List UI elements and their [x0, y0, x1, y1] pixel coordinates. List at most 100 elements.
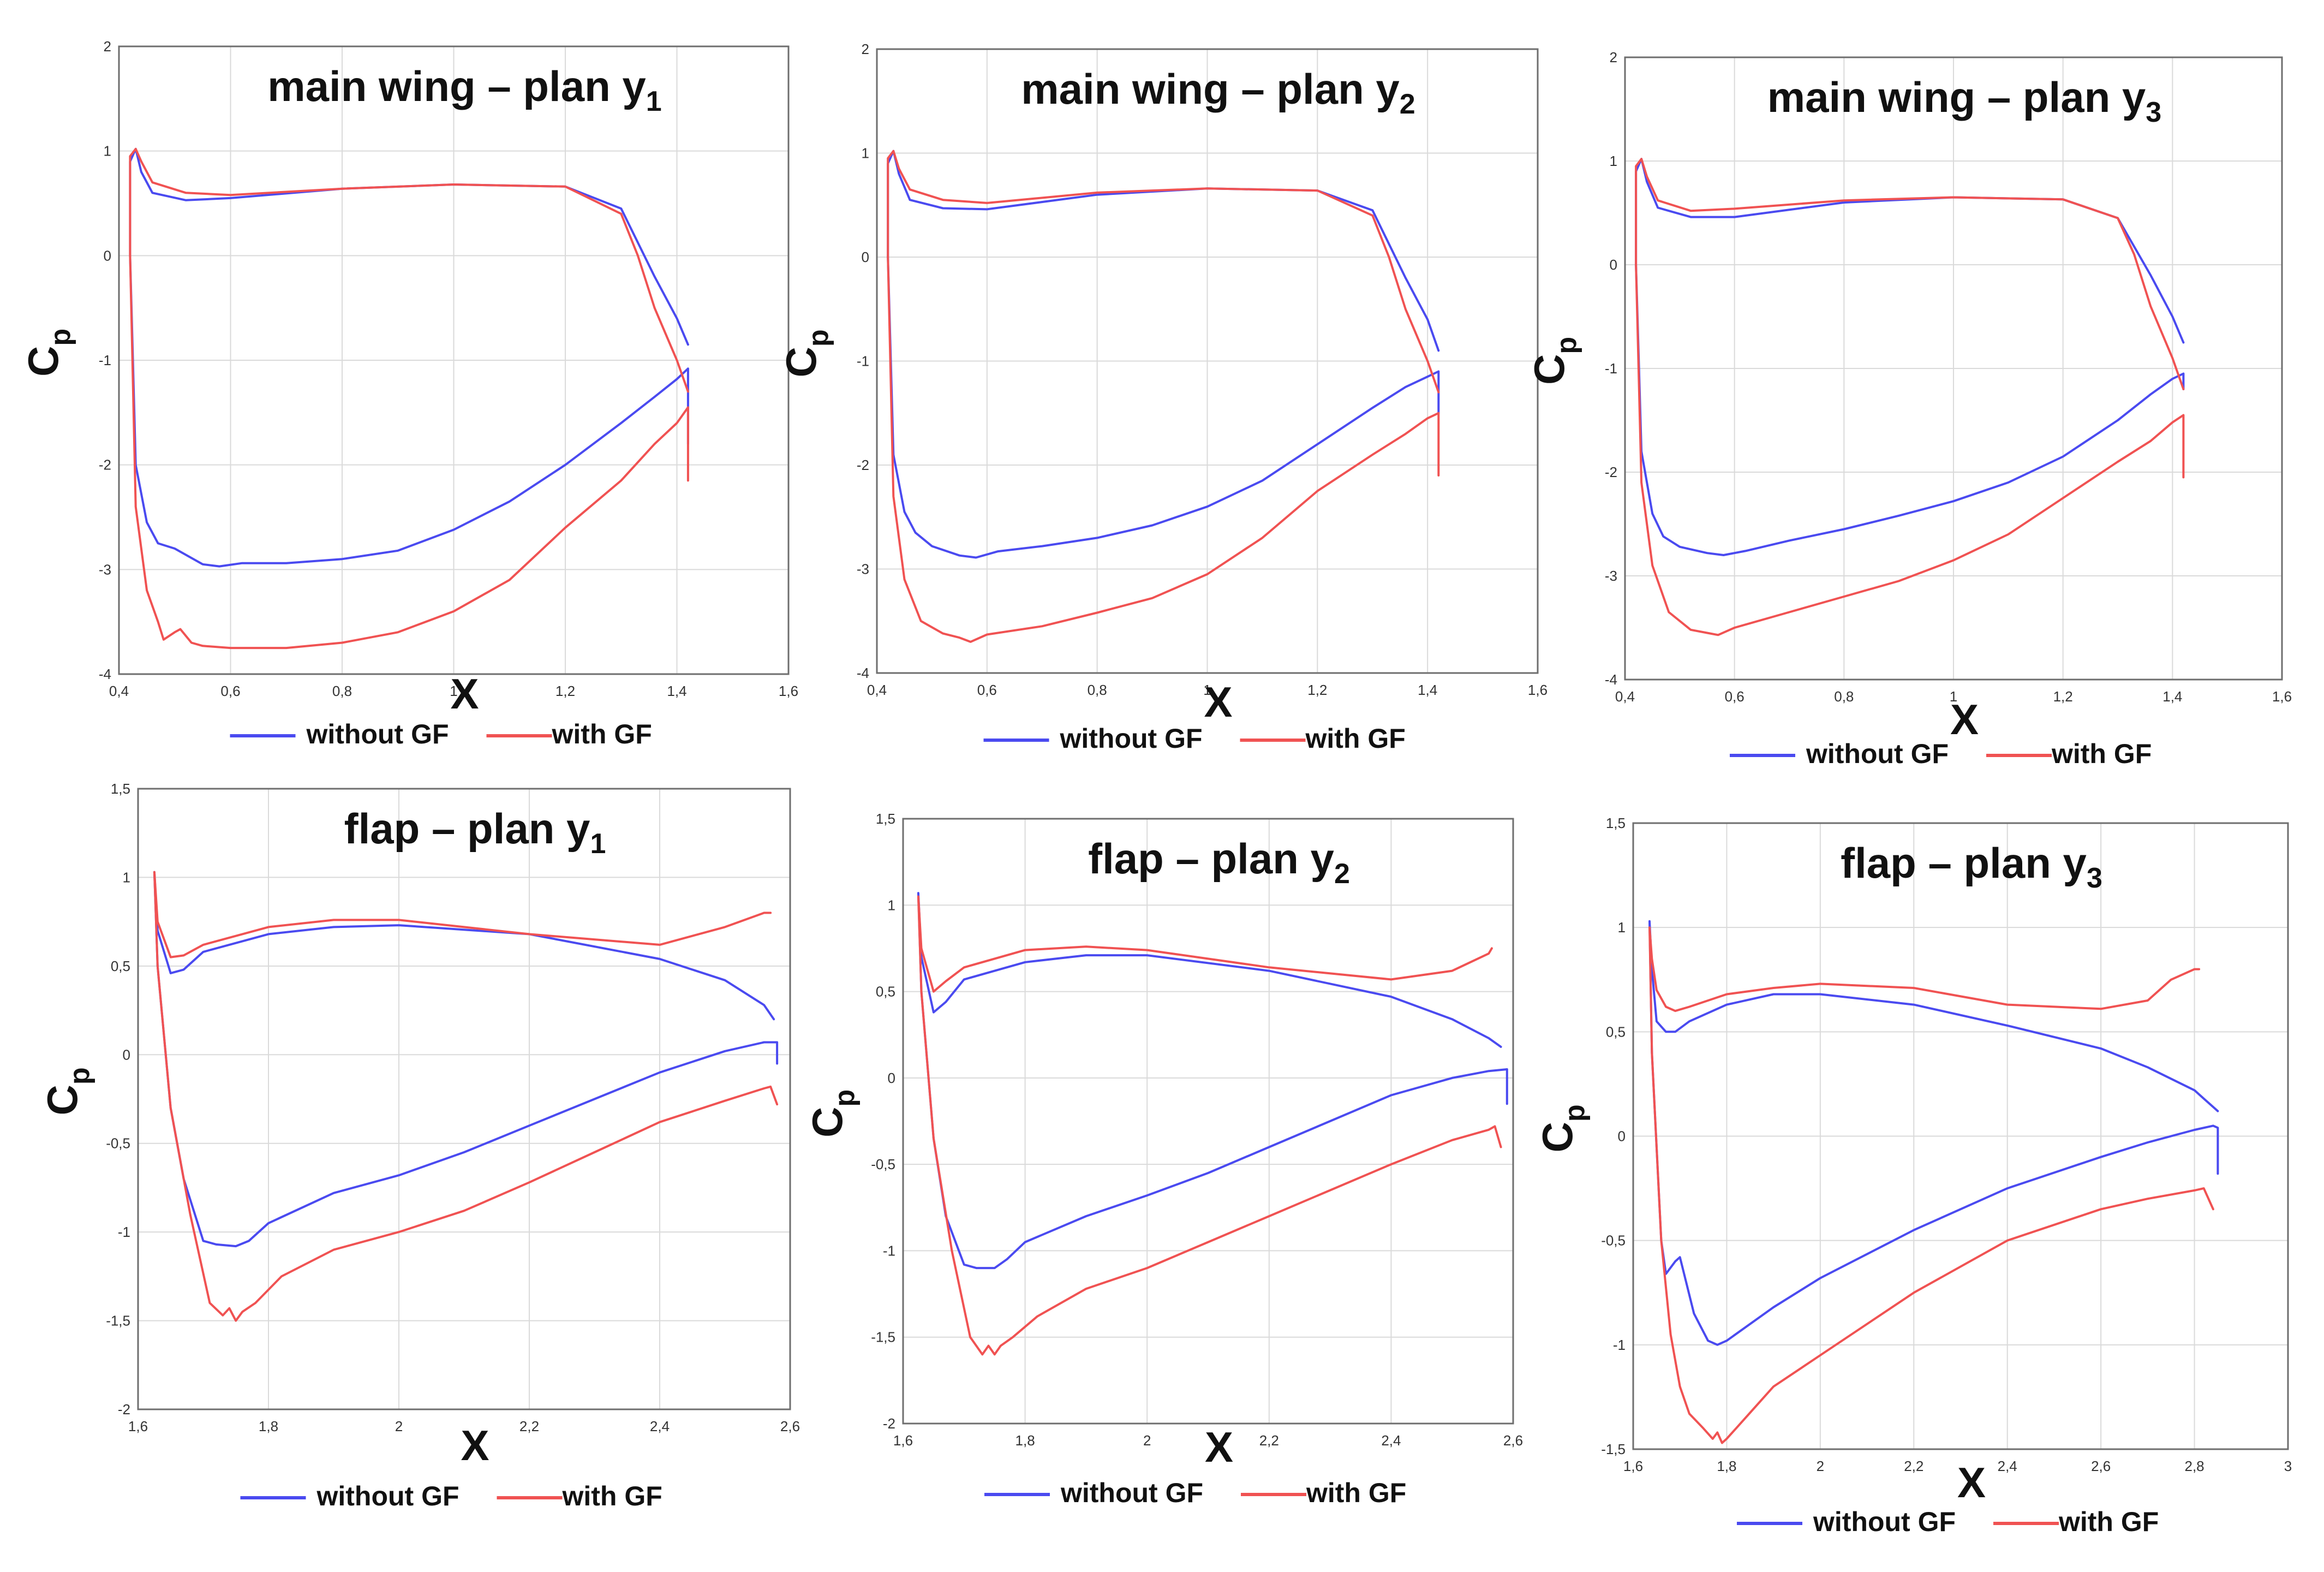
y-axis-label-text: C [1533, 1122, 1581, 1152]
x-tick-label: 1,6 [779, 683, 798, 699]
y-tick-label: -4 [1605, 671, 1617, 688]
y-tick-label: 1 [1618, 919, 1626, 936]
legend-label: with GF [1306, 1478, 1406, 1508]
y-tick-label: -2 [99, 457, 111, 473]
chart-title: main wing – plan y3 [1767, 73, 2161, 128]
chart-title: main wing – plan y2 [1021, 65, 1415, 120]
x-tick-label: 2,4 [1381, 1432, 1401, 1449]
y-tick-label: -4 [99, 666, 111, 682]
x-axis-label: X [1957, 1458, 1986, 1506]
series-line-with-gf [129, 147, 689, 650]
y-tick-label: 0 [123, 1046, 130, 1063]
x-tick-label: 1,2 [555, 683, 575, 699]
legend-label: with GF [1305, 723, 1406, 754]
x-axis-label: X [1204, 678, 1232, 726]
x-tick-label: 2,6 [2091, 1458, 2111, 1474]
y-tick-label: 0,5 [1606, 1023, 1626, 1040]
legend-label: with GF [562, 1481, 662, 1511]
y-tick-label: 0 [862, 249, 869, 265]
plot-frame [137, 788, 791, 1410]
y-tick-label: 1 [104, 143, 111, 159]
y-tick-label: 1 [123, 869, 130, 885]
y-axis-label-text: C [1525, 354, 1573, 385]
chart-panel-4: 1,6 1,8 2 2,2 2,4 2,6 1,5 1 0,5 0 -0,5 -1 -1,5 -2 flap… [38, 781, 800, 1511]
x-tick-label: 0,6 [1725, 688, 1745, 705]
x-tick-label: 2 [1143, 1432, 1151, 1449]
y-tick-label: 0,5 [111, 958, 130, 974]
y-tick-label: 1 [1610, 153, 1617, 169]
x-tick-label: 2,8 [2184, 1458, 2204, 1474]
legend-label: without GF [1813, 1506, 1956, 1537]
x-tick-label: 0,6 [220, 683, 240, 699]
x-tick-label: 0,8 [1088, 682, 1107, 698]
x-tick-label: 1,6 [893, 1432, 913, 1449]
legend: without GF with GF [230, 719, 652, 749]
x-tick-label: 3 [2284, 1458, 2292, 1474]
x-tick-label: 0,4 [109, 683, 129, 699]
y-axis-label-subscript: p [829, 1089, 861, 1107]
y-tick-label: 1 [862, 145, 869, 162]
chart-title-text: flap – plan y [344, 805, 590, 853]
y-axis-label-subscript: p [64, 1067, 95, 1085]
y-tick-label: 0 [104, 247, 111, 264]
chart-title-text: flap – plan y [1841, 839, 2087, 887]
legend-label: with GF [2051, 739, 2152, 769]
x-tick-label: 1,2 [2053, 688, 2073, 705]
y-tick-label: 1,5 [111, 781, 130, 797]
plot-frame [118, 45, 790, 675]
series-line-with-gf [1648, 926, 2214, 1444]
y-axis-label-text: C [38, 1085, 86, 1115]
y-tick-label: -3 [1605, 568, 1617, 584]
y-axis-label-text: C [777, 347, 825, 377]
chart-title-subscript: 3 [2146, 97, 2161, 128]
legend-label: without GF [1060, 723, 1203, 754]
x-tick-label: 2,2 [1259, 1432, 1279, 1449]
y-tick-label: 0 [1610, 257, 1617, 273]
x-tick-label: 1,6 [1623, 1458, 1643, 1474]
x-tick-label: 1 [1950, 688, 1957, 705]
y-axis-label: Cp [803, 1089, 861, 1138]
x-tick-label: 2,6 [1503, 1432, 1523, 1449]
chart-panel-1: 0,4 0,6 0,8 1 1,2 1,4 1,6 2 1 0 -1 -2 -3 -4 main wing … [19, 38, 798, 749]
y-tick-label: 2 [104, 38, 111, 55]
x-tick-label: 1,4 [667, 683, 686, 699]
y-tick-label: -2 [883, 1415, 895, 1432]
chart-title-text: main wing – plan y [1021, 65, 1399, 113]
plot-frame [876, 48, 1539, 674]
x-tick-label: 1,6 [128, 1418, 148, 1434]
chart-panel-3: 0,4 0,6 0,8 1 1,2 1,4 1,6 2 1 0 -1 -2 -3 -4 main wing … [1525, 49, 2292, 769]
y-tick-label: -1,5 [106, 1313, 130, 1329]
x-axis-label: X [1950, 695, 1979, 743]
legend-label: without GF [1806, 739, 1949, 769]
chart-title-text: main wing – plan y [267, 62, 646, 110]
chart-title-text: main wing – plan y [1767, 73, 2146, 121]
x-tick-label: 2 [395, 1418, 403, 1434]
y-tick-label: -3 [99, 561, 111, 577]
chart-panel-5: 1,6 1,8 2 2,2 2,4 2,6 1,5 1 0,5 0 -0,5 -1 -1,5 -2 flap… [803, 811, 1523, 1508]
series-line-with-gf [887, 150, 1440, 643]
y-tick-label: -1,5 [871, 1329, 895, 1345]
x-tick-label: 1,6 [2272, 688, 2292, 705]
y-tick-label: 0,5 [876, 984, 895, 1000]
y-axis-label-text: C [803, 1107, 851, 1138]
x-tick-label: 1,8 [259, 1418, 278, 1434]
plot-frame [1632, 822, 2289, 1450]
chart-panel-6: 1,6 1,8 2 2,2 2,4 2,6 2,8 3 1,5 1 0,5 0 -0,5 -1 -1,5 fl… [1533, 815, 2292, 1537]
x-tick-label: 0,8 [1834, 688, 1854, 705]
y-tick-label: -3 [857, 561, 869, 577]
x-tick-label: 1 [1203, 682, 1211, 698]
x-tick-label: 0,6 [977, 682, 997, 698]
x-tick-label: 1 [450, 683, 457, 699]
chart-title-subscript: 1 [646, 86, 662, 117]
y-tick-label: -1 [1613, 1337, 1626, 1353]
legend-label: with GF [2058, 1506, 2159, 1537]
x-tick-label: 2,4 [1998, 1458, 2017, 1474]
y-tick-label: -0,5 [1601, 1232, 1626, 1249]
y-tick-label: 1,5 [1606, 815, 1626, 831]
chart-title: flap – plan y2 [1088, 835, 1350, 890]
x-tick-label: 1,2 [1307, 682, 1327, 698]
y-tick-label: -2 [857, 457, 869, 473]
series-line-without-gf [129, 147, 689, 568]
y-tick-label: -1 [118, 1224, 130, 1240]
